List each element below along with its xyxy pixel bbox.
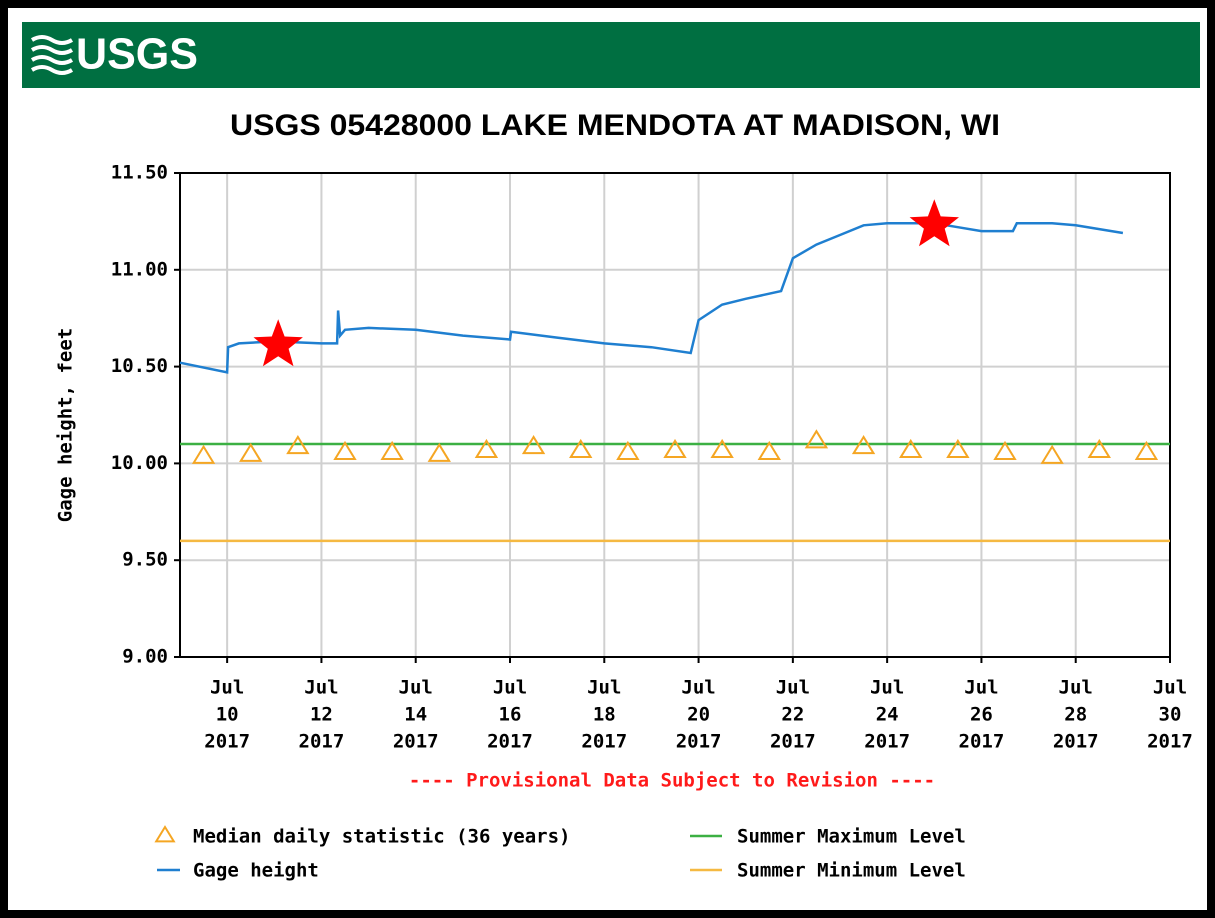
- x-tick-label: 2017: [676, 731, 722, 753]
- plot-border: [179, 172, 1171, 658]
- y-tick-label: 11.50: [111, 162, 168, 184]
- legend-marker: [154, 825, 176, 843]
- star-marker: [909, 199, 959, 247]
- x-tick-label: 14: [404, 704, 427, 726]
- y-axis-label: Gage height, feet: [55, 328, 77, 522]
- x-tick-label: Jul: [1059, 677, 1093, 699]
- x-tick-label: 22: [781, 704, 804, 726]
- y-tick-label: 11.00: [111, 258, 168, 280]
- x-tick-label: 30: [1159, 704, 1182, 726]
- x-tick-label: 2017: [581, 731, 627, 753]
- x-tick-label: Jul: [1153, 677, 1187, 699]
- x-tick-label: 12: [310, 704, 333, 726]
- y-tick-label: 10.50: [111, 355, 168, 377]
- median-marker: [804, 429, 829, 449]
- median-marker: [333, 440, 357, 460]
- median-marker: [239, 442, 263, 462]
- x-tick-label: 26: [970, 704, 993, 726]
- legend-label: Summer Maximum Level: [737, 826, 966, 848]
- gage-line: [179, 222, 1124, 374]
- median-marker: [1087, 438, 1111, 459]
- logo-text: USGS: [76, 30, 198, 79]
- x-tick-label: Jul: [681, 677, 715, 699]
- median-marker: [286, 435, 310, 455]
- usgs-waves: [30, 35, 74, 75]
- x-tick-label: 24: [876, 704, 899, 726]
- median-marker: [380, 440, 404, 460]
- provisional-note: ---- Provisional Data Subject to Revisio…: [409, 770, 935, 792]
- median-marker: [191, 444, 216, 464]
- median-marker: [757, 440, 781, 460]
- legend-label: Gage height: [193, 860, 319, 882]
- x-tick-label: 20: [687, 704, 710, 726]
- x-tick-label: 2017: [959, 731, 1005, 753]
- x-tick-label: 2017: [204, 731, 250, 753]
- median-marker: [1134, 440, 1159, 460]
- median-marker: [899, 438, 923, 459]
- x-tick-label: Jul: [399, 677, 433, 699]
- x-tick-label: 2017: [299, 731, 345, 753]
- median-marker: [851, 435, 876, 455]
- median-marker: [474, 438, 499, 459]
- x-tick-label: 2017: [1053, 731, 1099, 753]
- x-tick-label: 28: [1064, 704, 1087, 726]
- x-tick-label: 2017: [393, 731, 439, 753]
- chart-title: USGS 05428000 LAKE MENDOTA AT MADISON, W…: [230, 109, 1000, 142]
- median-marker: [427, 442, 451, 462]
- x-tick-label: Jul: [587, 677, 621, 699]
- median-marker: [616, 440, 640, 460]
- y-tick-label: 9.50: [122, 549, 168, 571]
- x-tick-label: 2017: [770, 731, 816, 753]
- header-bar: [22, 22, 1200, 88]
- x-tick-label: 18: [593, 704, 616, 726]
- x-tick-label: Jul: [776, 677, 810, 699]
- median-marker: [993, 440, 1017, 460]
- x-tick-label: Jul: [870, 677, 904, 699]
- x-tick-label: 2017: [487, 731, 533, 753]
- x-tick-label: Jul: [304, 677, 338, 699]
- legend-label: Median daily statistic (36 years): [193, 826, 571, 848]
- median-marker: [946, 438, 970, 459]
- median-marker: [710, 438, 734, 459]
- x-tick-label: Jul: [493, 677, 527, 699]
- median-marker: [663, 438, 687, 459]
- x-tick-label: 2017: [864, 731, 910, 753]
- median-marker: [1040, 444, 1064, 464]
- legend-label: Summer Minimum Level: [737, 860, 966, 882]
- star-marker: [253, 319, 303, 367]
- x-tick-label: Jul: [210, 677, 244, 699]
- median-marker: [521, 435, 546, 455]
- x-tick-label: 10: [216, 704, 239, 726]
- median-marker: [569, 438, 593, 459]
- x-tick-label: 2017: [1147, 731, 1193, 753]
- y-tick-label: 9.00: [122, 646, 168, 668]
- x-tick-label: 16: [499, 704, 522, 726]
- y-tick-label: 10.00: [111, 452, 168, 474]
- x-tick-label: Jul: [964, 677, 998, 699]
